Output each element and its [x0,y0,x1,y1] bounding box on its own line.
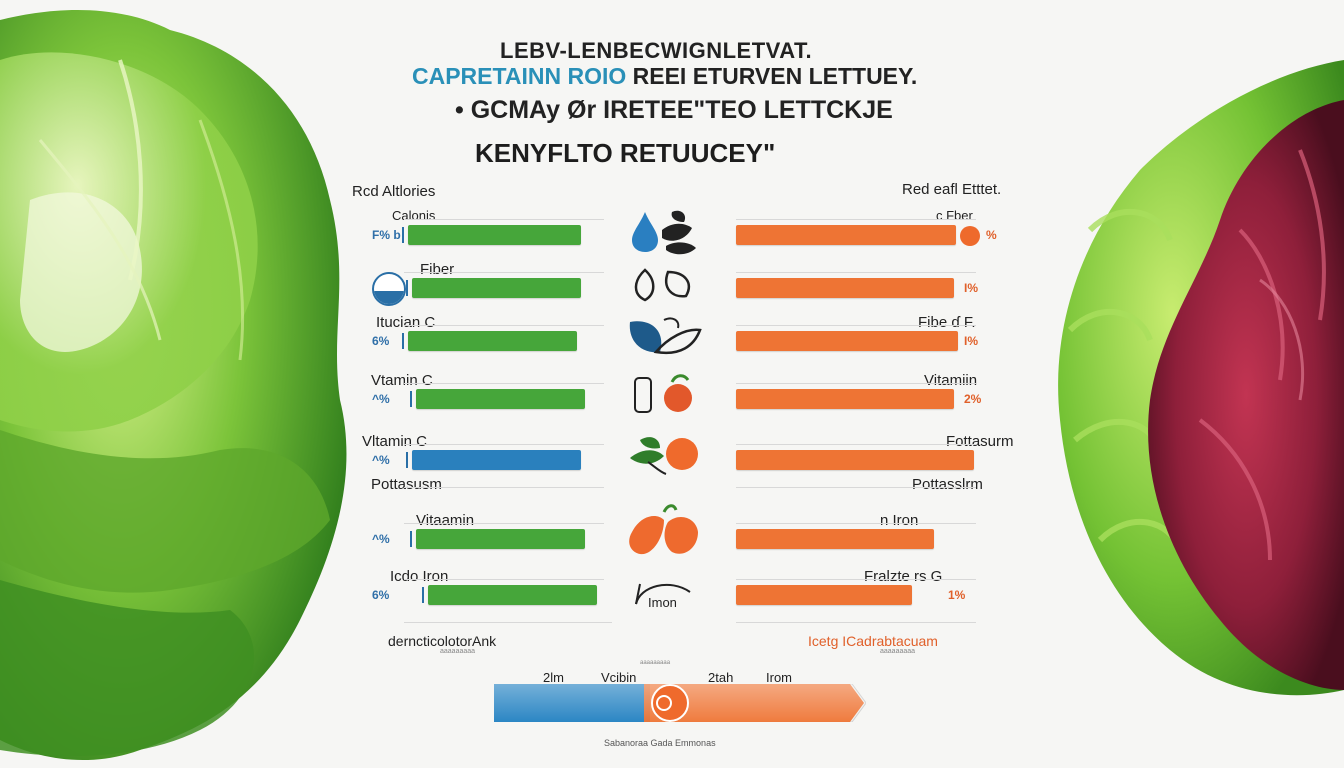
herb-tomato-icon [630,437,698,475]
carrot-tomato-icon [634,374,692,413]
row-divider-left [404,523,604,524]
title-line-2: CAPRETAINN ROIO REEI ETURVEN LETTUEY. [412,63,917,90]
left-row-percent: ^% [372,532,390,546]
title-line-1: LEBV-LENBECWIGNLETVAT. [500,38,813,63]
peppers-icon [629,504,698,555]
row-divider-right [736,444,976,445]
left-row-label: Fiber [420,261,455,278]
left-bar-tick [402,333,404,349]
left-bar [428,585,597,605]
left-bar-tick [406,452,408,468]
seeds-icon [634,268,691,302]
right-row-percent: I% [964,281,979,295]
left-row-percent: ^% [372,453,390,467]
row-divider-left [404,383,604,384]
water-drop-leaf-icon [632,210,696,255]
right-row-label: Vitamiin [924,372,978,389]
right-row-percent: I% [964,334,979,348]
scale-label-3: 2tah [708,670,734,685]
right-row-label: Fibe ɗ F. [918,314,976,331]
left-bar [416,389,585,409]
scale-bar-graphic [494,684,866,722]
row-divider-right [736,487,976,488]
left-row-percent: ^% [372,392,390,406]
left-row-label: Vltamin C [362,433,428,450]
left-bar [412,450,581,470]
left-row-label: Calonis [392,208,436,223]
left-row-label: Itucian C [376,314,436,331]
row-divider-left [404,219,604,220]
left-row-marker-icon [372,272,406,306]
left-row-percent: F% b [372,228,401,242]
footer-caption: Sabanoraa Gada Emmonas [604,738,716,748]
footer-divider-left [404,622,612,623]
right-row-label: Fralzte rs G [864,568,943,585]
title-line-3: • GCMAy Ør IRETEE"TEO LETTCKJE [455,96,893,124]
row-divider-right [736,325,976,326]
left-row-percent: 6% [372,588,390,602]
left-row-label: Vtamin C [371,372,433,389]
right-column-header: Red eafl Etttet. [902,181,1002,198]
scale-label-1: 2lm [543,670,564,685]
left-row-label: Icdo Iron [390,568,449,585]
left-bar-tick [410,391,412,407]
row-divider-right [736,219,976,220]
right-bar [736,331,958,351]
row-divider-right [736,579,976,580]
left-bar [412,278,581,298]
title-line-2b: REEI ETURVEN LETTUEY. [632,63,918,89]
row-divider-left [404,444,604,445]
row-divider-left [404,325,604,326]
iron-icon-label: Imon [648,595,677,610]
row-divider-right [736,383,976,384]
left-row-label: Pottasusm [371,476,442,493]
row-divider-right [736,272,976,273]
right-row-label: Pottasslrm [912,476,983,493]
scale-top-small: aaaaaaaaa [640,660,671,666]
scale-label-4: Irom [766,670,792,685]
right-row-label: n Iron [880,512,919,529]
left-bar [416,529,585,549]
right-bar [736,389,954,409]
title-line-2a: CAPRETAINN ROIO [412,63,627,89]
left-bar [408,331,577,351]
comparison-scale-bar [494,684,866,722]
left-row-percent: 6% [372,334,390,348]
footer-left-sub: aaaaaaaaa [440,648,476,655]
footer-left-label: derncticolotorAnk [388,633,497,649]
right-row-label: c Fber [936,208,973,223]
left-bar-tick [406,280,408,296]
right-row-marker-icon [960,226,980,246]
row-divider-left [404,272,604,273]
right-bar [736,529,934,549]
footer-right-sub: aaaaaaaaa [880,648,916,655]
left-row-label: Vitaamin [416,512,475,529]
iron-icon [635,583,691,605]
right-bar [736,450,974,470]
footer-right-label: Icetg ICadrabtacuam [808,633,938,649]
scale-label-2: Vcibin [601,670,637,685]
right-bar [736,225,956,245]
right-bar [736,278,954,298]
left-bar-tick [410,531,412,547]
footer-divider-right [736,622,976,623]
title-line-4: KENYFLTO RETUUCEY" [475,138,776,168]
row-divider-right [736,523,976,524]
left-bar-tick [402,227,404,243]
right-row-percent: 1% [948,588,966,602]
left-bar-tick [422,587,424,603]
right-bar [736,585,912,605]
row-divider-left [404,579,604,580]
right-row-percent: 2% [964,392,982,406]
right-row-percent: % [986,228,997,242]
left-column-header: Rcd Altlories [352,183,436,200]
row-divider-left [404,487,604,488]
right-row-label: Fottasurm [946,433,1014,450]
leaf-bowl-icon [629,317,702,355]
left-bar [408,225,581,245]
